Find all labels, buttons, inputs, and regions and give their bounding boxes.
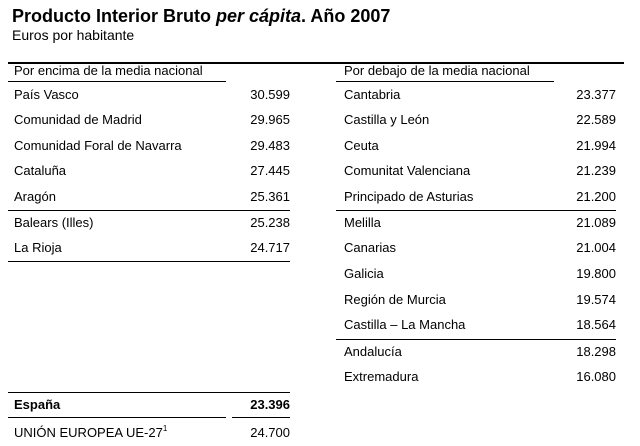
- region-name: La Rioja: [14, 240, 62, 255]
- region-value: 25.361: [250, 189, 290, 204]
- region-value: 24.717: [250, 240, 290, 255]
- total-row-eu: UNIÓN EUROPEA UE-271 24.700: [14, 424, 290, 442]
- region-name: Aragón: [14, 189, 56, 204]
- region-name: Canarias: [344, 240, 397, 255]
- top-rule: [8, 62, 624, 64]
- title-year-text: . Año 2007: [301, 6, 391, 26]
- table-row: Galicia 19.800: [344, 265, 616, 283]
- totals-top-rule: [8, 392, 290, 393]
- region-value: 29.965: [250, 112, 290, 127]
- region-name: Cantabria: [344, 87, 401, 102]
- footnote-marker: 1: [162, 424, 168, 433]
- region-name: Comunidad Foral de Navarra: [14, 138, 182, 153]
- table-row: País Vasco 30.599: [14, 86, 290, 104]
- eu-value: 24.700: [250, 425, 290, 440]
- title-italic-text: per cápita: [216, 6, 302, 26]
- table-row: Balears (Illes) 25.238: [14, 214, 290, 232]
- region-name: Galicia: [344, 266, 384, 281]
- eu-label: UNIÓN EUROPEA UE-271: [14, 424, 167, 442]
- eu-label-text: UNIÓN EUROPEA UE-27: [14, 425, 163, 440]
- table-row: Castilla y León 22.589: [344, 111, 616, 129]
- table-row: Canarias 21.004: [344, 239, 616, 257]
- title-text: Producto Interior Bruto: [12, 6, 216, 26]
- left-column-header: Por encima de la media nacional: [14, 63, 203, 78]
- region-name: Balears (Illes): [14, 215, 94, 230]
- region-value: 19.800: [576, 266, 616, 281]
- table-row: Principado de Asturias 21.200: [344, 188, 616, 206]
- spain-value: 23.396: [250, 397, 290, 412]
- table-row: Cantabria 23.377: [344, 86, 616, 104]
- table-row: Comunitat Valenciana 21.239: [344, 162, 616, 180]
- right-column-header: Por debajo de la media nacional: [344, 63, 530, 78]
- table-row: La Rioja 24.717: [14, 239, 290, 257]
- region-name: Castilla y León: [344, 112, 430, 127]
- spain-label: España: [14, 397, 61, 412]
- region-name: Comunitat Valenciana: [344, 163, 471, 178]
- table-row: Comunidad de Madrid 29.965: [14, 111, 290, 129]
- region-name: País Vasco: [14, 87, 79, 102]
- region-value: 22.589: [576, 112, 616, 127]
- right-group-rule-2: [336, 339, 616, 340]
- table-row: Castilla – La Mancha 18.564: [344, 316, 616, 334]
- totals-mid-rule-right: [232, 417, 290, 418]
- region-value: 21.200: [576, 189, 616, 204]
- left-end-rule: [8, 261, 290, 262]
- region-value: 29.483: [250, 138, 290, 153]
- left-header-rule: [8, 81, 226, 82]
- table-row: Comunidad Foral de Navarra 29.483: [14, 137, 290, 155]
- region-name: Melilla: [344, 215, 381, 230]
- region-name: Andalucía: [344, 344, 402, 359]
- region-name: Castilla – La Mancha: [344, 317, 466, 332]
- subtitle: Euros por habitante: [12, 27, 135, 43]
- table-row: Cataluña 27.445: [14, 162, 290, 180]
- left-group-rule: [8, 210, 290, 211]
- region-value: 21.994: [576, 138, 616, 153]
- table-row: Ceuta 21.994: [344, 137, 616, 155]
- region-value: 27.445: [250, 163, 290, 178]
- right-header-rule: [336, 81, 554, 82]
- right-group-rule: [336, 210, 616, 211]
- region-value: 30.599: [250, 87, 290, 102]
- table-row: Extremadura 16.080: [344, 368, 616, 386]
- region-value: 23.377: [576, 87, 616, 102]
- region-value: 21.239: [576, 163, 616, 178]
- region-value: 18.564: [576, 317, 616, 332]
- region-value: 21.089: [576, 215, 616, 230]
- region-name: Principado de Asturias: [344, 189, 474, 204]
- table-row: Aragón 25.361: [14, 188, 290, 206]
- total-row-spain: España 23.396: [14, 396, 290, 414]
- region-value: 21.004: [576, 240, 616, 255]
- region-name: Región de Murcia: [344, 292, 446, 307]
- table-row: Andalucía 18.298: [344, 343, 616, 361]
- page-title: Producto Interior Bruto per cápita. Año …: [12, 6, 390, 27]
- region-value: 16.080: [576, 369, 616, 384]
- region-name: Cataluña: [14, 163, 67, 178]
- table-row: Melilla 21.089: [344, 214, 616, 232]
- region-value: 19.574: [576, 292, 616, 307]
- region-value: 25.238: [250, 215, 290, 230]
- region-name: Comunidad de Madrid: [14, 112, 142, 127]
- region-name: Ceuta: [344, 138, 379, 153]
- region-name: Extremadura: [344, 369, 419, 384]
- table-row: Región de Murcia 19.574: [344, 291, 616, 309]
- region-value: 18.298: [576, 344, 616, 359]
- totals-mid-rule-left: [8, 417, 226, 418]
